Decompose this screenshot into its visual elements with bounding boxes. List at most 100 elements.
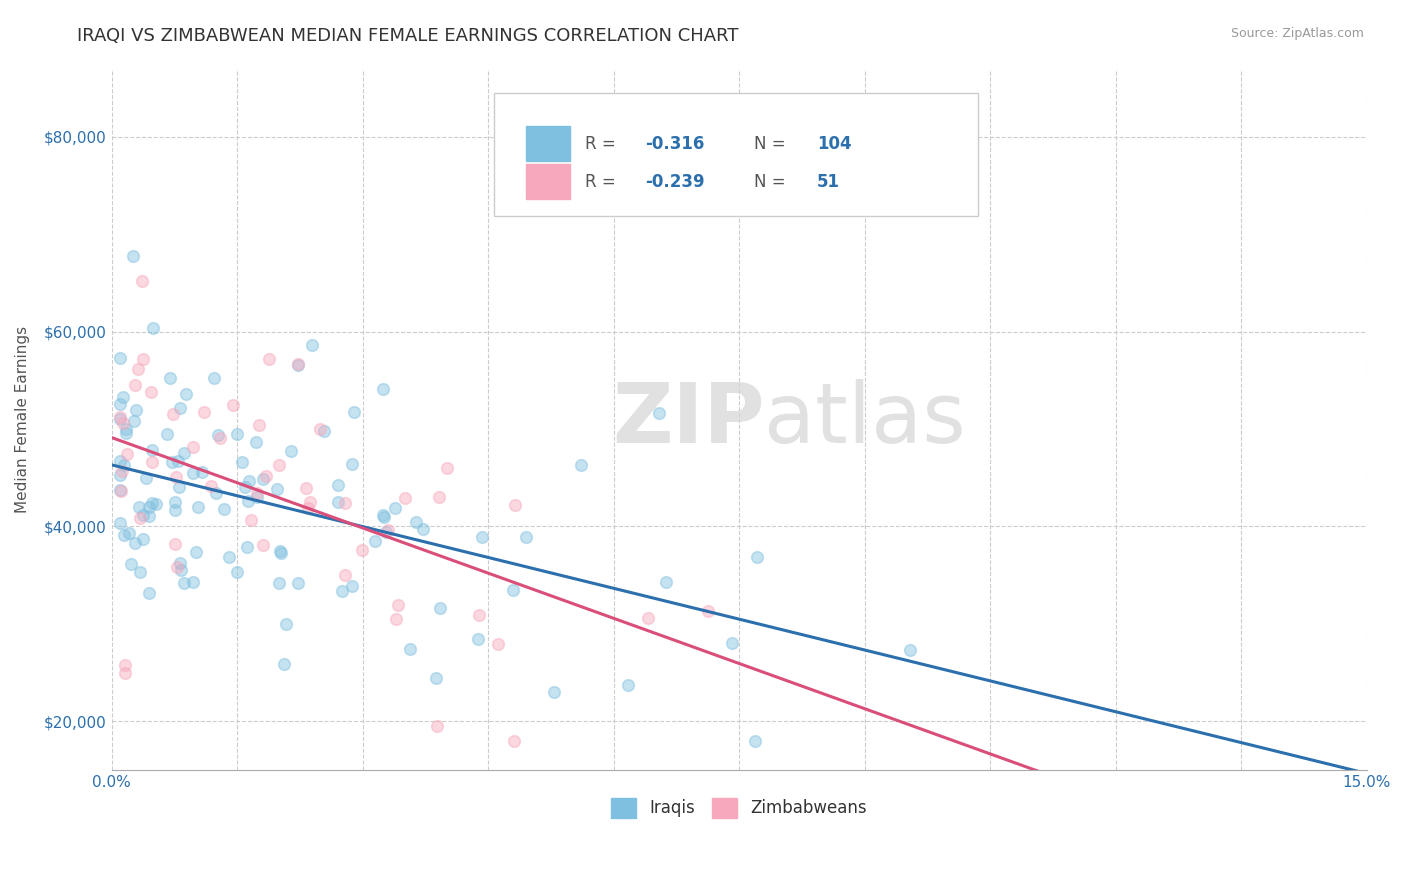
Point: [399, 641, 422, 656]
Point: [245, 486, 267, 500]
Text: Source: ZipAtlas.com: Source: ZipAtlas.com: [1230, 27, 1364, 40]
Point: [114, 666, 136, 681]
Point: [287, 357, 309, 371]
Point: [373, 510, 395, 524]
Point: [108, 397, 131, 411]
Point: [138, 500, 160, 515]
FancyBboxPatch shape: [495, 93, 977, 216]
Point: [287, 576, 309, 591]
Point: [110, 467, 132, 482]
Point: [486, 637, 509, 651]
Point: [108, 516, 131, 530]
Point: [342, 457, 364, 471]
Point: [655, 574, 678, 589]
Text: -0.316: -0.316: [645, 135, 704, 153]
Point: [184, 545, 207, 559]
Point: [273, 657, 295, 671]
Point: [233, 480, 256, 494]
Point: [426, 718, 449, 732]
Point: [259, 351, 281, 366]
Point: [163, 495, 186, 509]
Text: N =: N =: [754, 173, 792, 191]
Text: 51: 51: [817, 173, 839, 191]
Point: [231, 455, 253, 469]
Point: [112, 528, 135, 542]
Point: [429, 600, 451, 615]
Point: [193, 405, 215, 419]
Point: [405, 515, 427, 529]
Point: [141, 442, 163, 457]
Point: [128, 565, 150, 579]
Text: R =: R =: [585, 135, 621, 153]
Point: [200, 479, 222, 493]
Point: [117, 447, 139, 461]
Point: [167, 453, 190, 467]
Point: [132, 532, 155, 546]
Point: [218, 549, 240, 564]
Point: [467, 632, 489, 646]
Point: [340, 579, 363, 593]
Point: [471, 529, 494, 543]
Point: [247, 417, 270, 432]
Point: [132, 508, 155, 522]
Point: [387, 598, 409, 612]
Point: [648, 406, 671, 420]
Point: [135, 471, 157, 485]
Y-axis label: Median Female Earnings: Median Female Earnings: [15, 326, 30, 513]
Point: [204, 486, 226, 500]
Point: [352, 543, 374, 558]
Text: N =: N =: [754, 135, 792, 153]
Text: 104: 104: [817, 135, 852, 153]
Point: [226, 426, 249, 441]
Point: [212, 501, 235, 516]
Point: [127, 362, 149, 376]
Point: [515, 529, 537, 543]
Point: [503, 733, 526, 747]
Text: R =: R =: [585, 173, 621, 191]
Point: [252, 472, 274, 486]
Point: [617, 678, 640, 692]
Point: [202, 371, 225, 385]
Point: [238, 475, 260, 489]
Point: [112, 458, 135, 473]
Point: [128, 500, 150, 515]
Point: [131, 274, 153, 288]
Point: [898, 642, 921, 657]
Point: [236, 494, 259, 508]
Point: [266, 482, 288, 496]
Point: [165, 537, 187, 551]
Point: [222, 398, 245, 412]
Point: [138, 585, 160, 599]
Point: [503, 498, 526, 512]
Point: [364, 534, 387, 549]
Point: [297, 501, 319, 516]
Point: [156, 427, 179, 442]
Point: [169, 401, 191, 415]
Point: [744, 733, 766, 747]
Point: [569, 458, 592, 473]
Text: -0.239: -0.239: [645, 173, 704, 191]
Point: [141, 455, 163, 469]
Point: [295, 481, 318, 495]
Point: [111, 390, 134, 404]
Point: [696, 604, 718, 618]
Point: [312, 424, 335, 438]
Point: [165, 470, 187, 484]
Point: [269, 576, 291, 591]
Point: [111, 416, 134, 430]
Point: [187, 500, 209, 514]
Point: [170, 563, 193, 577]
Point: [174, 387, 197, 401]
Point: [745, 549, 768, 564]
Point: [326, 495, 349, 509]
Point: [371, 508, 394, 522]
Point: [108, 409, 131, 424]
Point: [308, 422, 330, 436]
FancyBboxPatch shape: [526, 164, 569, 199]
Point: [270, 546, 292, 560]
Point: [246, 490, 269, 504]
Point: [114, 425, 136, 440]
Point: [245, 435, 267, 450]
Point: [721, 635, 744, 649]
Point: [425, 672, 447, 686]
